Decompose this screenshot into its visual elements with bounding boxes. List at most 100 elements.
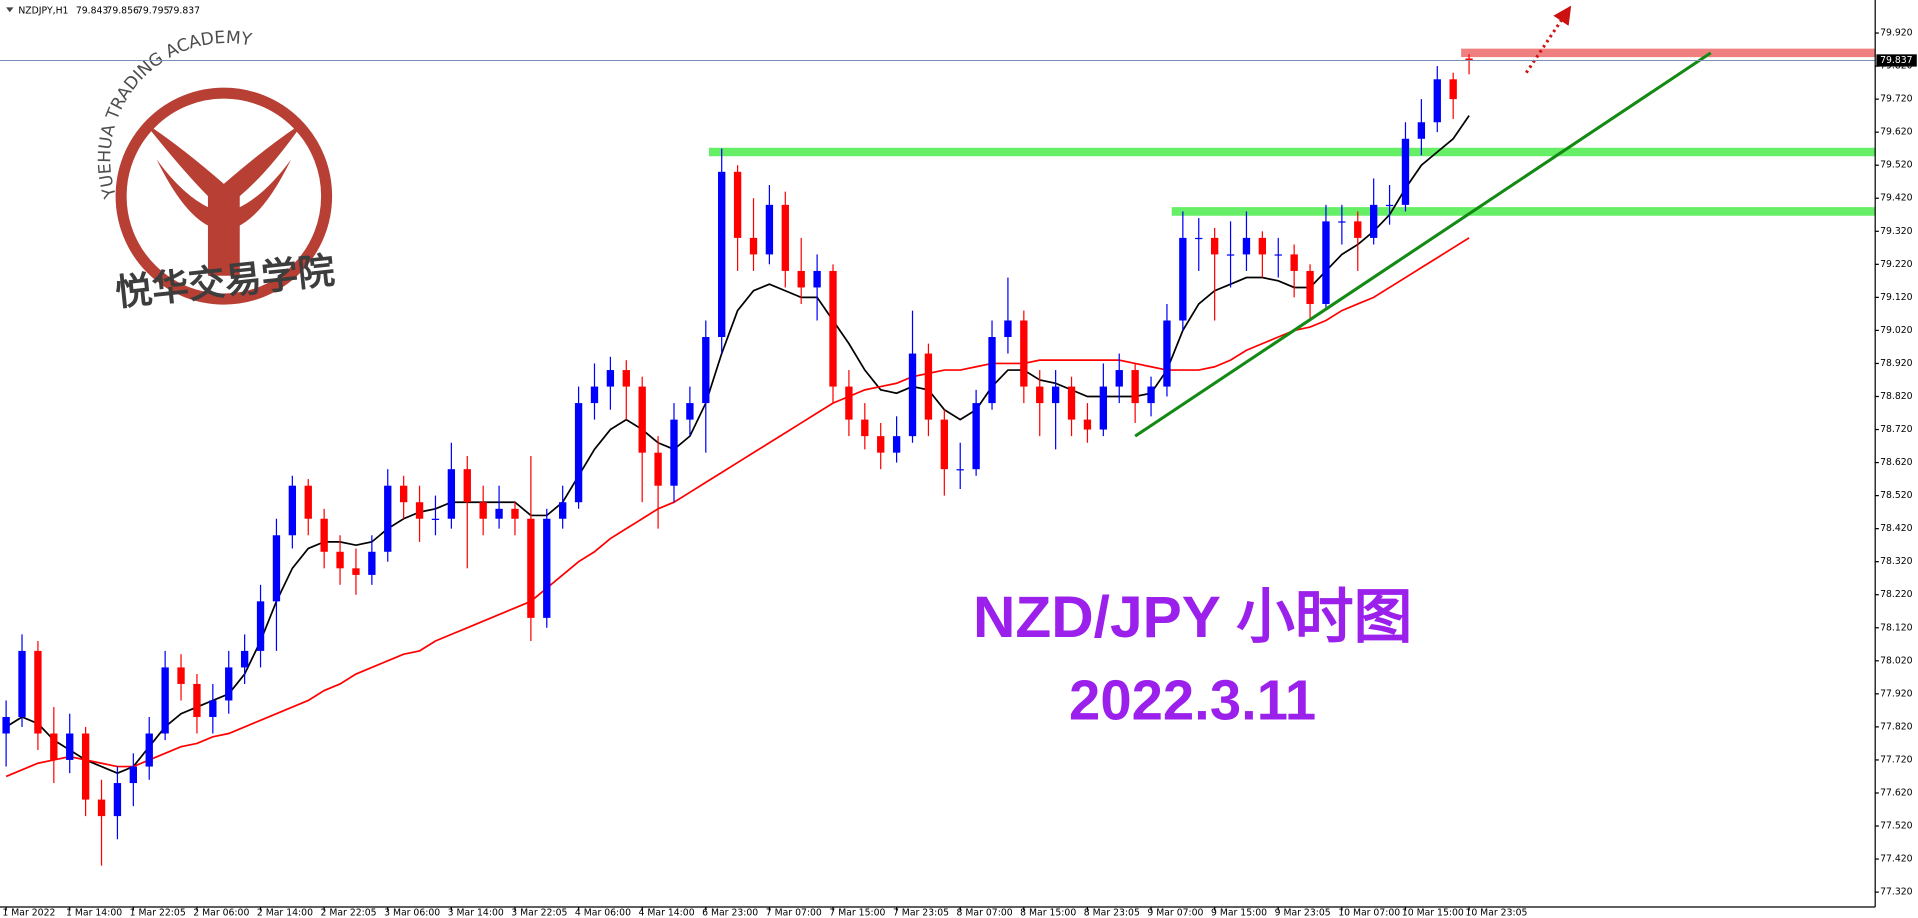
candle-body xyxy=(34,650,42,734)
plot xyxy=(0,5,1876,866)
candle-body xyxy=(431,518,440,520)
candle-body xyxy=(1354,221,1362,238)
candle-body xyxy=(1147,386,1155,404)
candle-body xyxy=(574,403,583,503)
candle-body xyxy=(1306,270,1314,304)
candle-body xyxy=(590,386,599,404)
candle-body xyxy=(1210,237,1219,255)
x-tick-label: 4 Mar 06:00 xyxy=(575,908,631,918)
candle-body xyxy=(606,370,615,387)
candle-body xyxy=(877,436,885,453)
y-tick-label: 78.620 xyxy=(1880,457,1913,468)
candle-body xyxy=(972,403,980,470)
candle-body xyxy=(638,386,646,453)
x-tick-label: 8 Mar 07:00 xyxy=(957,908,1013,918)
candle-body xyxy=(272,535,281,602)
y-tick-label: 79.920 xyxy=(1880,28,1913,39)
candle-body xyxy=(1036,386,1044,404)
candle-body xyxy=(304,485,312,519)
candle-body xyxy=(908,353,917,437)
candle-body xyxy=(1433,79,1441,123)
y-tick-label: 79.620 xyxy=(1880,127,1913,138)
candle-body xyxy=(50,733,58,760)
candle-body xyxy=(352,568,360,575)
symbol-icon xyxy=(6,7,14,13)
bar-close: 79.837 xyxy=(168,6,201,17)
candle-body xyxy=(1385,204,1394,207)
x-tick-label: 3 Mar 06:00 xyxy=(384,908,440,918)
candle-body xyxy=(495,508,503,519)
y-tick-label: 78.320 xyxy=(1880,556,1913,567)
logo-ring xyxy=(115,87,333,305)
candle-body xyxy=(97,799,106,817)
bar-low: 79.795 xyxy=(137,6,170,17)
x-tick-label: 9 Mar 07:00 xyxy=(1147,908,1203,918)
y-tick-label: 77.720 xyxy=(1880,754,1913,765)
candle-body xyxy=(129,766,137,784)
chart-title: NZD/JPY 小时图 xyxy=(973,585,1412,650)
candle-body xyxy=(1242,237,1251,255)
x-tick-label: 7 Mar 15:00 xyxy=(829,908,885,918)
x-tick-label: 1 Mar 2022 xyxy=(2,908,55,918)
symbol: NZDJPY,H1 xyxy=(18,6,68,17)
candle-body xyxy=(1417,122,1426,139)
candle-body xyxy=(924,353,933,420)
candle-body xyxy=(415,502,424,519)
candle-body xyxy=(1020,320,1028,387)
y-tick-label: 77.520 xyxy=(1880,821,1913,832)
candle-body xyxy=(161,667,169,734)
y-tick-label: 79.220 xyxy=(1880,259,1913,270)
candle-body xyxy=(479,502,487,519)
candle-body xyxy=(399,485,408,503)
candle-body xyxy=(1099,386,1108,430)
candle-body xyxy=(670,419,678,486)
x-tick-label: 1 Mar 14:00 xyxy=(66,908,122,918)
y-tick-label: 78.520 xyxy=(1880,490,1913,501)
candle-body xyxy=(240,650,249,668)
x-tick-label: 9 Mar 15:00 xyxy=(1211,908,1267,918)
candle-body xyxy=(940,419,948,470)
candle-body xyxy=(733,171,742,238)
candle-body xyxy=(447,469,456,519)
candle-body xyxy=(686,403,694,420)
candle-body xyxy=(749,237,758,255)
candle-body xyxy=(813,270,821,288)
y-tick-label: 79.520 xyxy=(1880,160,1913,171)
candle-body xyxy=(543,518,551,618)
x-tick-label: 2 Mar 14:00 xyxy=(257,908,313,918)
candle-body xyxy=(225,667,233,701)
price-label-box xyxy=(1876,54,1917,67)
candle-body xyxy=(2,716,10,734)
candle-body xyxy=(1290,254,1298,271)
candle-body xyxy=(1274,254,1282,256)
x-tick-label: 6 Mar 23:00 xyxy=(702,908,758,918)
candle-body xyxy=(1004,320,1012,338)
x-tick-label: 10 Mar 15:00 xyxy=(1402,908,1464,918)
trendline xyxy=(1134,51,1712,438)
y-tick-label: 77.920 xyxy=(1880,688,1913,699)
candle-body xyxy=(463,469,471,503)
candle-body xyxy=(718,171,726,338)
y-tick-label: 77.420 xyxy=(1880,854,1913,865)
candle-body xyxy=(1322,221,1330,304)
y-tick-label: 77.320 xyxy=(1880,887,1913,898)
candle-body xyxy=(892,436,901,453)
candle-body xyxy=(654,452,662,486)
candle-body xyxy=(193,683,201,717)
y-tick-label: 78.220 xyxy=(1880,589,1913,600)
candle-body xyxy=(18,650,26,717)
candle-body xyxy=(1465,58,1473,61)
candle-body xyxy=(66,733,74,760)
candle-body xyxy=(1115,370,1123,387)
candle-body xyxy=(861,419,869,437)
y-tick-label: 79.420 xyxy=(1880,193,1913,204)
candle-body xyxy=(781,204,789,271)
x-tick-label: 8 Mar 15:00 xyxy=(1020,908,1076,918)
y-tick-label: 79.020 xyxy=(1880,325,1913,336)
x-tick-label: 9 Mar 23:05 xyxy=(1275,908,1331,918)
candle-body xyxy=(702,337,710,404)
y-tick-label: 77.820 xyxy=(1880,721,1913,732)
candle-body xyxy=(81,733,90,800)
candle-body xyxy=(765,204,774,255)
